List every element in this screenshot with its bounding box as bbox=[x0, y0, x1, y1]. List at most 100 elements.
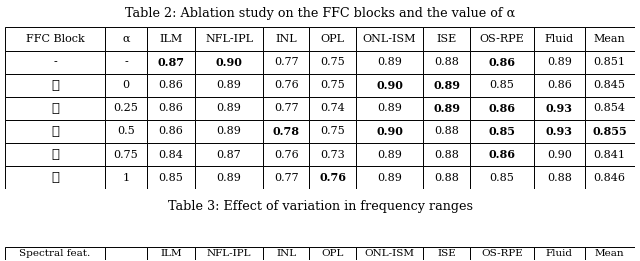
Bar bbox=[105, 27, 147, 51]
Text: 0.90: 0.90 bbox=[547, 150, 572, 159]
Text: 0.84: 0.84 bbox=[159, 150, 184, 159]
Text: Fluid: Fluid bbox=[545, 34, 574, 44]
Bar bbox=[309, 97, 356, 120]
Bar bbox=[105, 247, 147, 260]
Bar bbox=[263, 143, 309, 166]
Text: 0.86: 0.86 bbox=[159, 103, 184, 113]
Text: 0.89: 0.89 bbox=[217, 173, 241, 183]
Text: 0.75: 0.75 bbox=[320, 80, 345, 90]
Text: 0.86: 0.86 bbox=[488, 103, 516, 114]
Text: 0.77: 0.77 bbox=[274, 173, 298, 183]
Text: 0: 0 bbox=[122, 80, 129, 90]
Text: 0.93: 0.93 bbox=[546, 103, 573, 114]
Bar bbox=[147, 120, 195, 143]
Bar bbox=[309, 120, 356, 143]
Bar bbox=[309, 247, 356, 260]
Text: 0.855: 0.855 bbox=[593, 126, 627, 137]
Bar bbox=[470, 27, 534, 51]
Bar bbox=[263, 51, 309, 74]
Bar bbox=[356, 27, 424, 51]
Bar bbox=[534, 51, 584, 74]
Bar bbox=[356, 97, 424, 120]
Text: Fluid: Fluid bbox=[546, 249, 573, 258]
Bar bbox=[584, 143, 635, 166]
Text: 0.86: 0.86 bbox=[488, 149, 516, 160]
Text: 0.89: 0.89 bbox=[433, 80, 460, 91]
Text: 0.86: 0.86 bbox=[159, 80, 184, 90]
Bar bbox=[470, 97, 534, 120]
Text: 0.25: 0.25 bbox=[113, 103, 138, 113]
Bar bbox=[263, 97, 309, 120]
Bar bbox=[105, 166, 147, 189]
Bar bbox=[263, 247, 309, 260]
Text: ONL-ISM: ONL-ISM bbox=[365, 249, 415, 258]
Text: -: - bbox=[53, 57, 57, 67]
Text: OPL: OPL bbox=[321, 34, 344, 44]
Bar bbox=[470, 74, 534, 97]
Text: Table 3: Effect of variation in frequency ranges: Table 3: Effect of variation in frequenc… bbox=[168, 200, 472, 213]
Bar bbox=[584, 120, 635, 143]
Bar bbox=[534, 27, 584, 51]
Bar bbox=[309, 166, 356, 189]
Bar bbox=[5, 74, 105, 97]
Bar bbox=[147, 166, 195, 189]
Text: 0.851: 0.851 bbox=[594, 57, 626, 67]
Text: ONL-ISM: ONL-ISM bbox=[363, 34, 417, 44]
Text: ✓: ✓ bbox=[51, 102, 59, 115]
Text: 0.76: 0.76 bbox=[319, 172, 346, 183]
Text: 0.89: 0.89 bbox=[217, 80, 241, 90]
Bar bbox=[534, 143, 584, 166]
Bar bbox=[5, 143, 105, 166]
Text: 0.86: 0.86 bbox=[159, 126, 184, 137]
Bar bbox=[195, 74, 263, 97]
Text: 0.75: 0.75 bbox=[114, 150, 138, 159]
Bar bbox=[147, 74, 195, 97]
Bar bbox=[5, 166, 105, 189]
Text: 0.846: 0.846 bbox=[594, 173, 626, 183]
Text: OPL: OPL bbox=[321, 249, 344, 258]
Text: OS-RPE: OS-RPE bbox=[480, 34, 524, 44]
Text: 0.89: 0.89 bbox=[217, 103, 241, 113]
Text: Mean: Mean bbox=[594, 34, 626, 44]
Text: 0.85: 0.85 bbox=[488, 126, 516, 137]
Text: 0.89: 0.89 bbox=[377, 150, 402, 159]
Text: OS-RPE: OS-RPE bbox=[481, 249, 523, 258]
Bar bbox=[5, 247, 105, 260]
Text: Table 2: Ablation study on the FFC blocks and the value of α: Table 2: Ablation study on the FFC block… bbox=[125, 7, 515, 20]
Text: 0.78: 0.78 bbox=[273, 126, 300, 137]
Text: 0.89: 0.89 bbox=[433, 103, 460, 114]
Text: 0.74: 0.74 bbox=[320, 103, 345, 113]
Text: 0.88: 0.88 bbox=[434, 150, 459, 159]
Text: ILM: ILM bbox=[160, 249, 182, 258]
Bar bbox=[309, 143, 356, 166]
Text: NFL-IPL: NFL-IPL bbox=[207, 249, 252, 258]
Text: 0.77: 0.77 bbox=[274, 57, 298, 67]
Bar bbox=[263, 120, 309, 143]
Bar bbox=[584, 51, 635, 74]
Text: 0.90: 0.90 bbox=[376, 80, 403, 91]
Bar bbox=[470, 247, 534, 260]
Text: 0.87: 0.87 bbox=[157, 57, 184, 68]
Bar bbox=[424, 27, 470, 51]
Text: ISE: ISE bbox=[437, 249, 456, 258]
Bar bbox=[534, 74, 584, 97]
Text: 0.73: 0.73 bbox=[320, 150, 345, 159]
Text: 0.89: 0.89 bbox=[377, 103, 402, 113]
Bar bbox=[424, 120, 470, 143]
Bar bbox=[147, 247, 195, 260]
Bar bbox=[147, 27, 195, 51]
Text: 0.75: 0.75 bbox=[320, 126, 345, 137]
Text: 0.76: 0.76 bbox=[274, 80, 298, 90]
Text: -: - bbox=[124, 57, 128, 67]
Bar bbox=[584, 27, 635, 51]
Text: ISE: ISE bbox=[436, 34, 457, 44]
Text: 0.88: 0.88 bbox=[434, 57, 459, 67]
Bar bbox=[424, 74, 470, 97]
Text: 0.87: 0.87 bbox=[217, 150, 241, 159]
Text: ILM: ILM bbox=[159, 34, 183, 44]
Text: FFC Block: FFC Block bbox=[26, 34, 84, 44]
Text: Spectral feat.: Spectral feat. bbox=[19, 249, 91, 258]
Bar bbox=[147, 51, 195, 74]
Text: ✓: ✓ bbox=[51, 148, 59, 161]
Text: ✓: ✓ bbox=[51, 171, 59, 184]
